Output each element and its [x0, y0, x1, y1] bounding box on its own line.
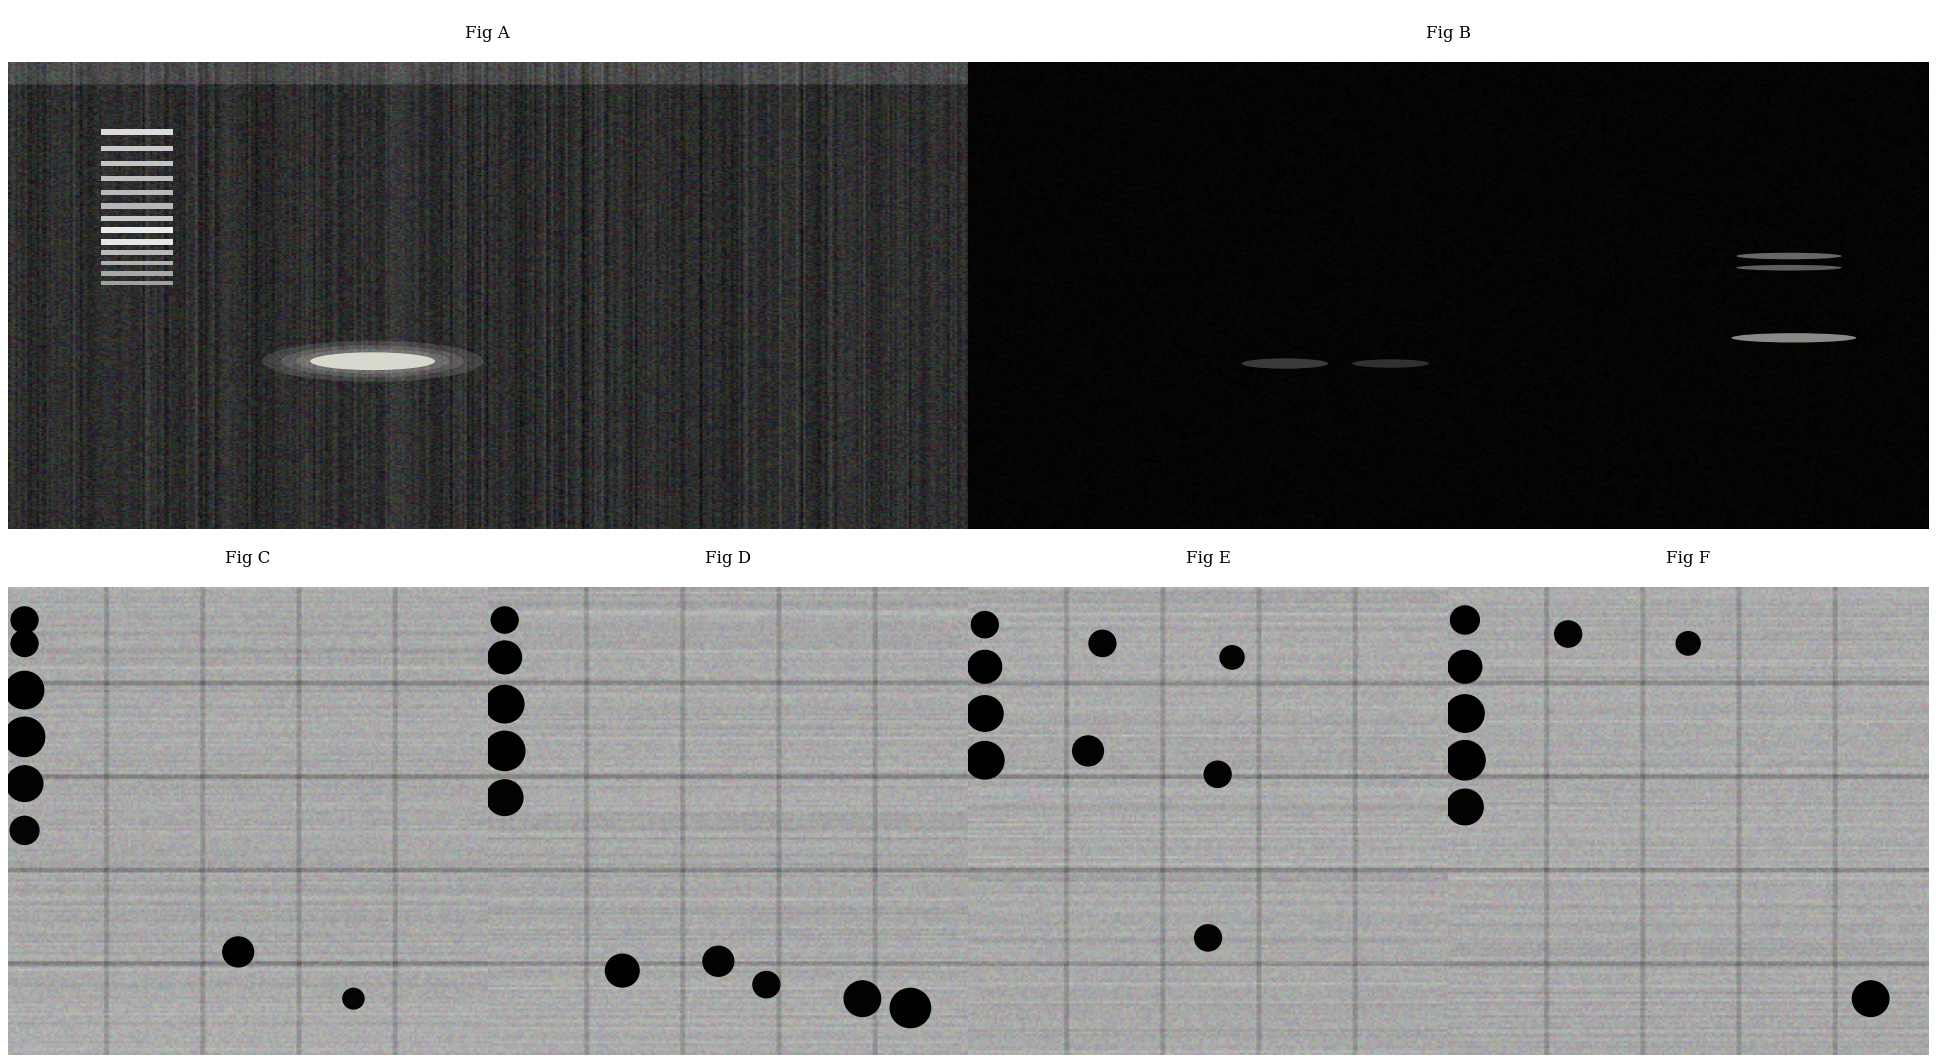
Bar	[101, 239, 174, 245]
Circle shape	[1677, 631, 1700, 656]
Circle shape	[10, 816, 39, 844]
Circle shape	[6, 766, 43, 802]
Circle shape	[486, 685, 525, 723]
Bar	[101, 216, 174, 221]
Circle shape	[968, 650, 1001, 683]
Text: Fig D: Fig D	[705, 550, 751, 567]
Text: Fig E: Fig E	[1185, 550, 1231, 567]
Circle shape	[1555, 621, 1582, 647]
Circle shape	[1446, 789, 1483, 825]
Ellipse shape	[1737, 265, 1841, 270]
Circle shape	[1088, 630, 1115, 657]
Circle shape	[966, 741, 1005, 779]
Bar	[101, 281, 174, 285]
Circle shape	[12, 607, 39, 633]
Bar	[101, 228, 174, 233]
Circle shape	[12, 630, 39, 657]
Bar	[101, 191, 174, 196]
Text: Fig C: Fig C	[225, 550, 271, 567]
Circle shape	[1204, 761, 1231, 787]
Circle shape	[1853, 981, 1890, 1017]
Ellipse shape	[296, 348, 449, 374]
Bar	[101, 176, 174, 181]
Circle shape	[488, 641, 521, 674]
Circle shape	[223, 937, 254, 967]
Circle shape	[492, 607, 519, 633]
Bar	[101, 250, 174, 255]
Ellipse shape	[1737, 253, 1841, 259]
Circle shape	[1195, 925, 1222, 951]
Circle shape	[484, 732, 525, 771]
Text: Fig B: Fig B	[1425, 24, 1471, 41]
Circle shape	[343, 988, 364, 1009]
Ellipse shape	[1351, 359, 1429, 367]
Circle shape	[966, 696, 1003, 732]
Circle shape	[972, 612, 999, 638]
Text: Fig F: Fig F	[1667, 550, 1709, 567]
Circle shape	[1444, 740, 1485, 779]
Circle shape	[486, 779, 523, 815]
Circle shape	[1448, 650, 1481, 683]
Text: Fig A: Fig A	[465, 24, 511, 41]
Ellipse shape	[310, 353, 436, 370]
Bar	[101, 203, 174, 209]
Circle shape	[753, 971, 780, 998]
Circle shape	[1446, 695, 1485, 732]
Circle shape	[703, 947, 734, 976]
Ellipse shape	[281, 345, 465, 377]
Ellipse shape	[261, 341, 484, 382]
Ellipse shape	[1241, 358, 1328, 369]
Bar	[101, 146, 174, 151]
Bar	[101, 161, 174, 166]
Bar	[101, 271, 174, 275]
Circle shape	[1220, 646, 1245, 669]
Bar	[101, 261, 174, 266]
Circle shape	[606, 954, 639, 987]
Circle shape	[6, 671, 45, 708]
Circle shape	[1073, 736, 1104, 766]
Circle shape	[4, 717, 45, 756]
Circle shape	[1450, 606, 1479, 634]
Circle shape	[891, 988, 931, 1027]
Ellipse shape	[1731, 334, 1857, 342]
Circle shape	[844, 981, 881, 1017]
Bar	[101, 129, 174, 136]
